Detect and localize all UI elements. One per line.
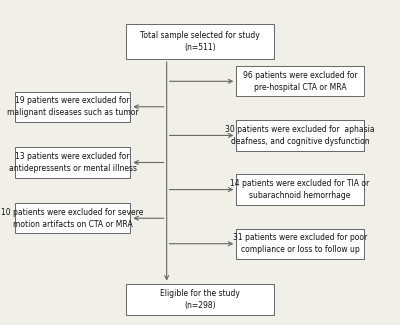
Text: 31 patients were excluded for poor
compliance or loss to follow up: 31 patients were excluded for poor compl… <box>233 233 367 254</box>
FancyBboxPatch shape <box>15 147 130 178</box>
Text: 10 patients were excluded for severe
motion artifacts on CTA or MRA: 10 patients were excluded for severe mot… <box>2 208 144 229</box>
FancyBboxPatch shape <box>236 120 364 150</box>
Text: Eligible for the study
(n=298): Eligible for the study (n=298) <box>160 289 240 310</box>
Text: 96 patients were excluded for
pre-hospital CTA or MRA: 96 patients were excluded for pre-hospit… <box>243 71 357 92</box>
Text: 13 patients were excluded for
antidepressents or mental illness: 13 patients were excluded for antidepres… <box>8 152 136 173</box>
Text: 14 patients were excluded for TIA or
subarachnoid hemorrhage: 14 patients were excluded for TIA or sub… <box>230 179 370 200</box>
Text: 30 patients were excluded for  aphasia
deafness, and cognitive dysfunction: 30 patients were excluded for aphasia de… <box>225 125 375 146</box>
FancyBboxPatch shape <box>126 283 274 315</box>
FancyBboxPatch shape <box>15 203 130 233</box>
FancyBboxPatch shape <box>236 228 364 259</box>
Text: Total sample selected for study
(n=511): Total sample selected for study (n=511) <box>140 31 260 52</box>
FancyBboxPatch shape <box>126 24 274 59</box>
FancyBboxPatch shape <box>236 175 364 205</box>
FancyBboxPatch shape <box>236 66 364 97</box>
FancyBboxPatch shape <box>15 92 130 122</box>
Text: 19 patients were excluded for
malignant diseases such as tumor: 19 patients were excluded for malignant … <box>7 96 138 117</box>
